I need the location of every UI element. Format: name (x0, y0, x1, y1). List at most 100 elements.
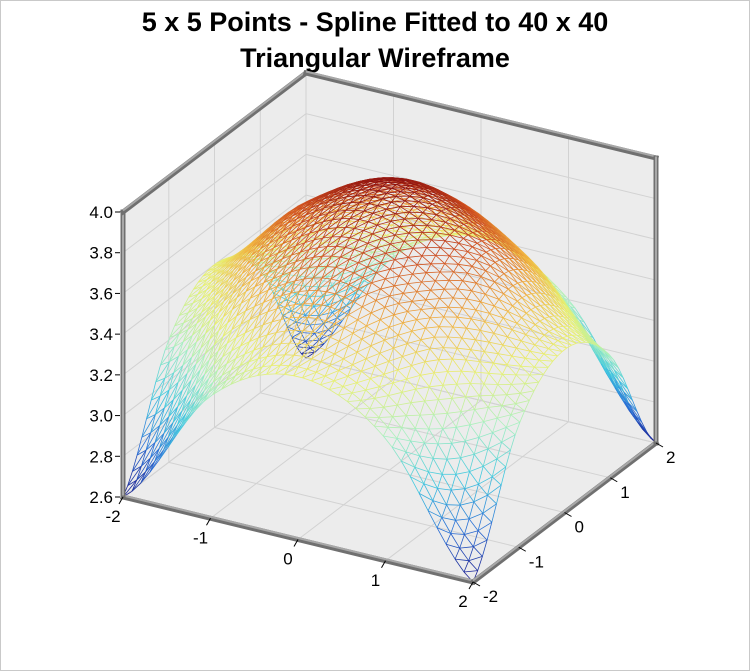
mesh-edge (476, 242, 487, 253)
mesh-edge (579, 319, 585, 323)
mesh-edge (416, 317, 431, 320)
mesh-edge (414, 192, 428, 196)
mesh-edge (476, 242, 491, 251)
mesh-edge (355, 400, 362, 410)
mesh-edge (415, 388, 426, 402)
mesh-edge (401, 388, 416, 393)
mesh-edge (418, 483, 425, 494)
mesh-edge (291, 227, 306, 241)
mesh-edge (305, 204, 320, 216)
mesh-edge (519, 383, 526, 394)
mesh-edge (320, 353, 335, 363)
mesh-edge (264, 256, 270, 267)
mesh-edge (362, 221, 368, 229)
mesh-edge (289, 330, 295, 344)
mesh-edge (475, 330, 481, 340)
mesh-edge (310, 347, 316, 353)
mesh-edge (273, 227, 280, 236)
mesh-edge (239, 361, 250, 366)
mesh-edge (422, 207, 428, 213)
mesh-edge (182, 341, 197, 366)
mesh-edge (272, 295, 282, 300)
mesh-edge (383, 406, 393, 418)
mesh-edge (418, 218, 432, 220)
mesh-edge (375, 332, 385, 341)
mesh-edge (378, 407, 385, 418)
mesh-edge (154, 436, 169, 462)
mesh-edge (344, 259, 350, 270)
mesh-edge (396, 438, 407, 453)
mesh-edge (370, 366, 376, 379)
mesh-edge (401, 378, 408, 393)
mesh-edge (506, 364, 517, 376)
mesh-edge (197, 281, 212, 295)
mesh-edge (476, 255, 482, 261)
mesh-edge (377, 220, 391, 226)
mesh-edge (352, 197, 363, 203)
mesh-edge (385, 252, 395, 260)
mesh-edge (336, 203, 343, 212)
mesh-edge (419, 455, 429, 473)
mesh-edge (262, 354, 277, 368)
mesh-edge (343, 358, 353, 366)
mesh-edge (178, 305, 185, 316)
mesh-edge (308, 237, 324, 250)
mesh-edge (292, 205, 307, 217)
mesh-edge (333, 375, 348, 382)
mesh-edge (403, 227, 418, 231)
mesh-edge (354, 221, 369, 229)
mesh-edge (322, 236, 332, 239)
mesh-edge (338, 364, 353, 371)
mesh-edge (512, 329, 526, 335)
mesh-edge (402, 356, 412, 366)
mesh-edge (415, 375, 421, 390)
mesh-edge (205, 295, 216, 303)
mesh-edge (428, 414, 434, 430)
mesh-edge (463, 224, 474, 233)
mesh-edge (396, 184, 411, 187)
mesh-edge (387, 182, 397, 185)
mesh-edge (454, 229, 469, 236)
mesh-edge (169, 333, 180, 338)
mesh-edge (544, 318, 559, 328)
mesh-edge (332, 198, 338, 206)
y-tick-mark (564, 512, 572, 517)
mesh-edge (197, 279, 208, 283)
mesh-edge (408, 255, 423, 258)
mesh-edge (269, 230, 284, 244)
mesh-edge (385, 204, 399, 207)
x-tick-mark (206, 518, 211, 526)
mesh-edge (321, 323, 336, 335)
mesh-edge (396, 427, 402, 439)
mesh-edge (423, 471, 429, 484)
mesh-edge (315, 361, 322, 373)
mesh-edge (504, 258, 519, 270)
mesh-edge (226, 369, 232, 381)
mesh-edge (379, 374, 385, 387)
mesh-edge (468, 556, 483, 562)
mesh-edge (336, 245, 346, 248)
mesh-edge (381, 224, 391, 230)
mesh-edge (449, 255, 459, 265)
mesh-edge (392, 415, 407, 418)
mesh-edge (326, 236, 333, 247)
mesh-edge (464, 483, 479, 490)
mesh-edge (195, 348, 202, 365)
mesh-edge (317, 234, 332, 238)
mesh-edge (526, 312, 541, 322)
mesh-edge (502, 344, 513, 357)
mesh-edge (530, 328, 540, 340)
mesh-edge (485, 270, 500, 278)
mesh-edge (291, 310, 306, 316)
mesh-edge (228, 283, 238, 292)
mesh-edge (155, 364, 161, 383)
mesh-edge (437, 442, 452, 445)
mesh-edge (347, 400, 362, 402)
mesh-edge (391, 438, 398, 448)
mesh-edge (465, 349, 472, 361)
mesh-edge (373, 196, 383, 200)
mesh-edge (267, 319, 282, 336)
mesh-edge (191, 341, 197, 358)
mesh-edge (481, 255, 496, 263)
mesh-edge (430, 263, 441, 273)
